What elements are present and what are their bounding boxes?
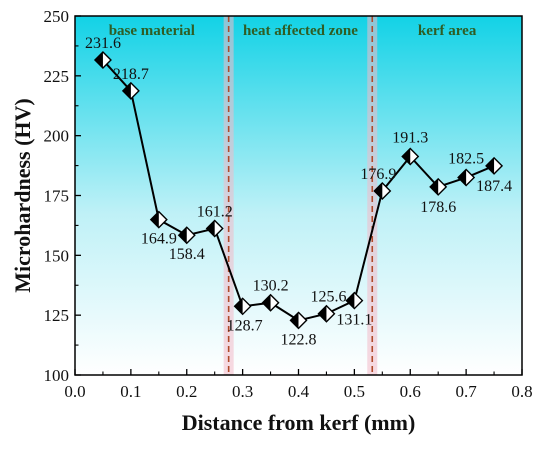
marker-fill-half	[458, 169, 467, 186]
y-tick-label: 100	[44, 366, 70, 385]
data-label: 164.9	[141, 231, 177, 248]
data-label: 125.6	[310, 289, 346, 306]
x-tick-label: 0.6	[400, 382, 421, 401]
data-label: 231.6	[85, 35, 121, 52]
y-tick-label: 250	[44, 7, 70, 26]
y-tick-label: 150	[44, 246, 70, 265]
y-tick-label: 175	[44, 187, 70, 206]
data-point-marker	[457, 168, 476, 187]
data-point-marker	[121, 81, 140, 100]
data-point-marker	[205, 219, 224, 238]
data-label: 218.7	[113, 66, 149, 83]
data-label: 158.4	[169, 246, 205, 263]
axes: 0.0 0.1 0.2 0.3 0.4 0.5 0.6 0.7 0.8 100 125 150 175 2…	[44, 7, 533, 401]
y-axis-title: Microhardness (HV)	[10, 98, 35, 293]
x-tick-label: 0.1	[120, 382, 141, 401]
data-label: 187.4	[476, 178, 512, 195]
data-series	[93, 51, 504, 330]
data-point-marker	[345, 291, 364, 310]
data-label: 182.5	[448, 151, 484, 168]
boundary-glow-1	[223, 16, 234, 375]
data-label: 131.1	[336, 312, 372, 329]
marker-fill-half	[206, 220, 215, 237]
data-label: 130.2	[253, 278, 289, 295]
region-label-1: base material	[109, 23, 195, 39]
marker-fill-half	[262, 294, 271, 311]
data-point-marker	[373, 181, 392, 200]
marker-fill-half	[346, 292, 355, 309]
marker-fill-half	[122, 82, 131, 99]
region-labels: base material heat affected zone kerf area	[109, 23, 477, 39]
y-tick-label: 225	[44, 67, 70, 86]
data-point-marker	[177, 226, 196, 245]
y-tick-label: 200	[44, 127, 70, 146]
x-tick-label: 0.8	[511, 382, 532, 401]
marker-fill-half	[234, 298, 243, 315]
marker-fill-half	[290, 312, 299, 329]
x-tick-label: 0.2	[176, 382, 197, 401]
marker-fill-half	[150, 211, 159, 228]
marker-fill-half	[430, 178, 439, 195]
x-tick-label: 0.0	[64, 382, 85, 401]
y-tick-label: 125	[44, 306, 70, 325]
x-tick-label: 0.7	[456, 382, 478, 401]
boundary-glow-2	[367, 16, 378, 375]
data-label: 176.9	[360, 166, 396, 183]
marker-fill-half	[486, 157, 495, 174]
region-label-2: heat affected zone	[243, 23, 358, 39]
data-label: 161.2	[197, 204, 233, 221]
x-tick-label: 0.4	[288, 382, 310, 401]
data-point-marker	[429, 177, 448, 196]
data-point-marker	[401, 147, 420, 166]
data-label: 128.7	[227, 317, 263, 334]
x-axis-title: Distance from kerf (mm)	[182, 410, 416, 435]
x-tick-label: 0.3	[232, 382, 253, 401]
data-label: 178.6	[420, 199, 456, 216]
marker-fill-half	[178, 227, 187, 244]
marker-fill-half	[318, 305, 327, 322]
data-point-marker	[93, 51, 112, 70]
data-point-marker	[149, 210, 168, 229]
data-point-marker	[289, 311, 308, 330]
data-label: 191.3	[392, 129, 428, 146]
data-point-marker	[485, 156, 504, 175]
data-point-marker	[317, 304, 336, 323]
marker-fill-half	[94, 52, 103, 69]
data-point-marker	[261, 293, 280, 312]
region-label-3: kerf area	[418, 23, 477, 39]
data-point-marker	[233, 297, 252, 316]
marker-fill-half	[402, 148, 411, 165]
data-label: 122.8	[281, 331, 317, 348]
marker-fill-half	[374, 182, 383, 199]
x-tick-label: 0.5	[344, 382, 365, 401]
